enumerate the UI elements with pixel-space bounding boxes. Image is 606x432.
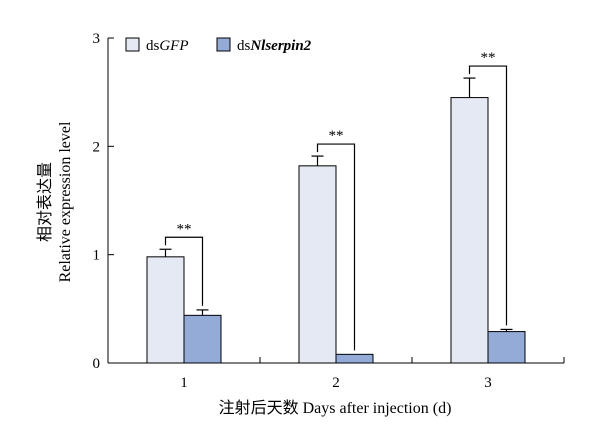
- x-tick-label: 2: [332, 375, 340, 391]
- significance-bracket: [468, 65, 508, 326]
- bar-dsgfp-day3: [450, 97, 489, 364]
- plot-area: 0 1 2 3 1 ** 2 ** 3 **: [93, 31, 565, 391]
- bar-dsnlserpin2-day2: [335, 353, 374, 364]
- legend-swatch-dsnlserpin2: [216, 37, 231, 52]
- bar-dsgfp-day1: [146, 256, 185, 364]
- x-tick-label: 1: [180, 375, 188, 391]
- legend-label-dsgfp: dsGFP: [146, 38, 189, 54]
- y-axis-title-cn: 相对表达量: [36, 162, 54, 242]
- significance-label: **: [329, 128, 344, 144]
- significance-label: **: [481, 50, 496, 66]
- legend: dsGFP dsNlserpin2: [125, 37, 312, 54]
- y-tick-label: 2: [93, 139, 101, 155]
- significance-label: **: [177, 221, 192, 237]
- bar-dsnlserpin2-day3: [487, 331, 526, 364]
- significance-bracket: [316, 143, 356, 351]
- y-tick-label: 3: [93, 31, 101, 47]
- y-axis-title-en: Relative expression level: [57, 121, 74, 282]
- bar-dsgfp-day2: [298, 165, 337, 364]
- y-axis-title: 相对表达量 Relative expression level: [36, 121, 74, 282]
- x-axis-title: 注射后天数 Days after injection (d): [219, 399, 452, 417]
- legend-swatch-dsgfp: [125, 37, 140, 52]
- significance-bracket: [164, 236, 204, 306]
- legend-label-dsnlserpin2: dsNlserpin2: [237, 38, 312, 54]
- y-tick-label: 0: [93, 356, 101, 372]
- x-tick-label: 3: [484, 375, 492, 391]
- bar-dsnlserpin2-day1: [183, 314, 222, 364]
- y-tick-label: 1: [93, 248, 101, 264]
